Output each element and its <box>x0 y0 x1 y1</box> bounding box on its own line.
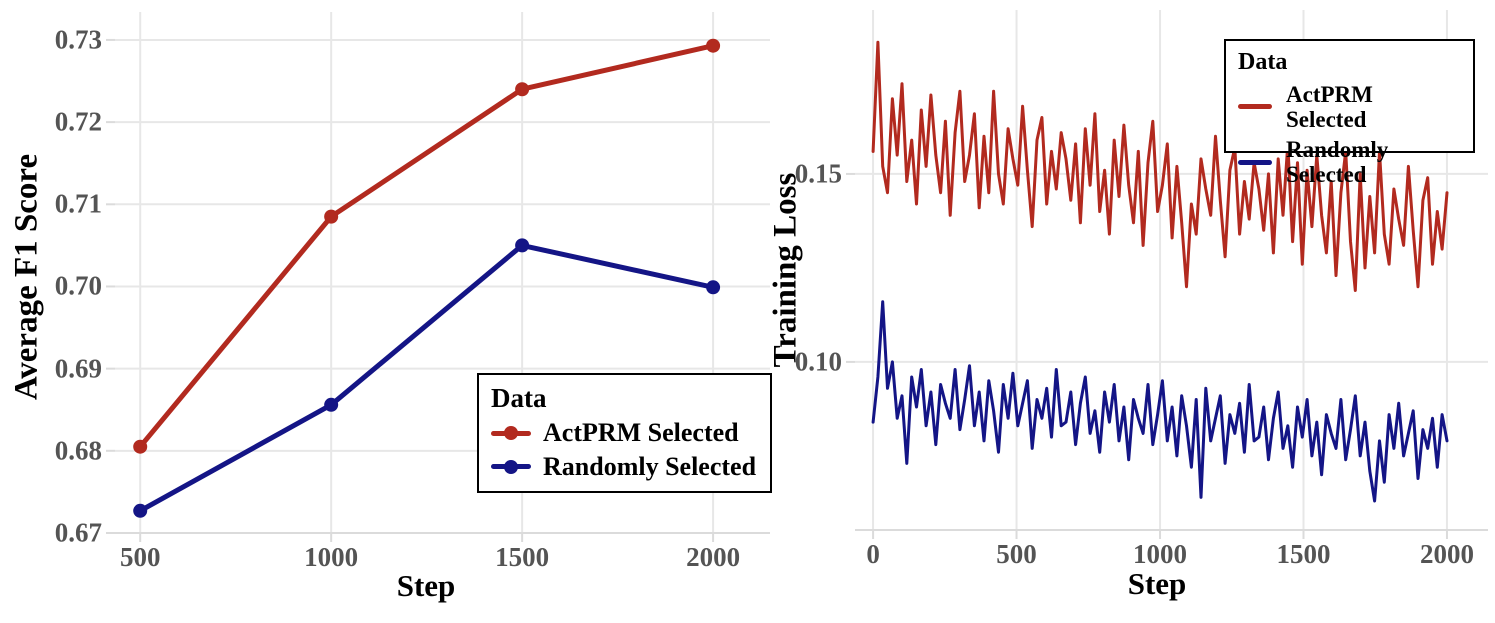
f1-legend-entry-random: Randomly Selected <box>491 451 757 482</box>
actprm-line-marker-swatch <box>491 425 531 441</box>
series-line-random <box>871 300 1449 503</box>
loss-legend-label-actprm: ActPRM Selected <box>1286 81 1373 132</box>
data-point-random <box>515 238 530 253</box>
f1-x-axis-title: Step <box>396 568 456 603</box>
f1-legend-label-actprm: ActPRM Selected <box>543 418 739 448</box>
data-point-actprm <box>133 439 148 454</box>
data-point-actprm <box>324 209 339 224</box>
data-point-actprm <box>515 82 530 97</box>
f1-legend: Data ActPRM Selected Randomly Selected <box>477 373 773 494</box>
loss-y-axis-title: Training Loss <box>767 172 804 368</box>
data-point-random <box>706 280 721 295</box>
loss-x-axis-title: Step <box>1127 566 1187 601</box>
random-line-marker-swatch <box>491 459 531 475</box>
f1-legend-label-random: Randomly Selected <box>543 451 757 481</box>
loss-legend-label-random: Randomly Selected <box>1286 137 1389 188</box>
data-point-random <box>324 397 339 412</box>
f1-y-axis-title: Average F1 Score <box>8 153 45 401</box>
loss-legend: Data ActPRM Selected Randomly Selected <box>1224 39 1475 187</box>
f1-legend-entry-actprm: ActPRM Selected <box>491 418 756 448</box>
series-line-actprm <box>871 40 1449 292</box>
data-point-random <box>133 503 148 518</box>
random-line-swatch <box>1238 154 1272 170</box>
loss-legend-entry-random: Randomly Selected <box>1238 137 1459 188</box>
series-line-random <box>137 242 716 514</box>
actprm-line-swatch <box>1238 99 1272 115</box>
f1-legend-title: Data <box>491 383 547 413</box>
loss-legend-title: Data <box>1238 49 1288 75</box>
loss-legend-entry-actprm: ActPRM Selected <box>1238 82 1459 133</box>
data-point-actprm <box>706 38 721 53</box>
series-line-actprm <box>137 43 716 450</box>
